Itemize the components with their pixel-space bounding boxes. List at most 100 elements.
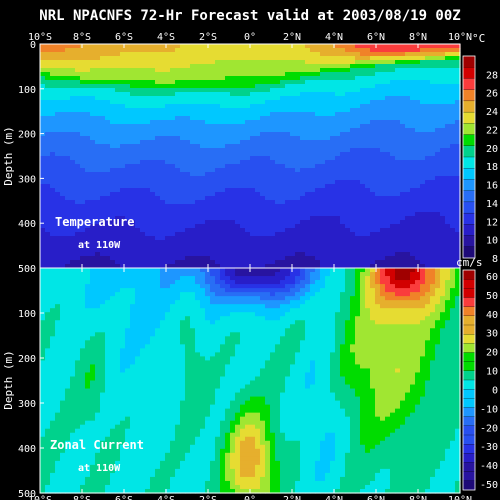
temperature-cell	[440, 264, 446, 269]
temperature-cell	[270, 72, 276, 77]
temperature-cell	[245, 208, 251, 213]
temperature-cell	[130, 88, 136, 93]
current-cell	[55, 352, 61, 357]
temperature-cell	[295, 256, 301, 261]
current-cell	[40, 356, 46, 362]
temperature-cell	[405, 152, 411, 157]
temperature-cell	[235, 88, 241, 93]
temperature-cell	[330, 264, 336, 269]
temperature-cell	[240, 236, 246, 241]
temperature-cell	[335, 160, 341, 165]
temperature-cell	[295, 112, 301, 117]
temperature-cell	[115, 236, 121, 241]
temperature-cell	[285, 216, 291, 221]
temperature-cell	[220, 160, 226, 165]
temperature-cell	[165, 204, 171, 209]
temperature-cell	[85, 204, 91, 209]
temperature-cell	[260, 192, 266, 197]
temperature-cell	[280, 232, 286, 237]
temperature-cell	[325, 200, 331, 205]
temperature-cell	[110, 156, 116, 161]
temperature-cell	[165, 104, 171, 109]
current-cell	[40, 316, 46, 321]
temperature-cell	[205, 156, 211, 161]
temperature-cell	[440, 148, 446, 153]
temperature-cell	[225, 188, 231, 193]
temperature-cell	[385, 60, 391, 65]
temperature-cell	[250, 232, 256, 237]
temperature-cell	[395, 196, 401, 201]
temperature-cell	[195, 228, 201, 233]
temperature-cell	[210, 96, 216, 101]
temperature-cell	[45, 168, 51, 173]
temperature-cell	[210, 112, 216, 117]
temperature-cell	[90, 264, 96, 269]
temperature-cell	[225, 84, 231, 89]
temperature-cell	[430, 52, 436, 57]
temperature-cell	[160, 220, 166, 225]
temperature-cell	[90, 184, 96, 189]
temperature-cell	[45, 132, 51, 137]
temperature-cell	[415, 252, 421, 257]
temperature-cell	[345, 252, 351, 257]
temperature-cell	[420, 216, 426, 221]
temperature-cell	[450, 244, 456, 249]
temperature-cell	[220, 240, 226, 245]
current-cell	[50, 472, 56, 478]
temperature-cell	[180, 44, 186, 49]
temperature-cell	[50, 56, 56, 61]
temperature-cell	[120, 260, 126, 265]
temperature-cell	[325, 152, 331, 157]
temperature-cell	[230, 188, 236, 193]
temperature-cell	[115, 92, 121, 97]
temperature-cell	[455, 164, 461, 169]
temperature-cell	[390, 116, 396, 121]
temperature-cell	[350, 72, 356, 77]
current-cell	[50, 352, 56, 357]
temperature-cell	[250, 160, 256, 165]
temperature-cell	[225, 168, 231, 173]
temperature-cell	[390, 124, 396, 129]
temperature-cell	[305, 56, 311, 61]
temperature-cell	[435, 112, 441, 117]
temperature-cell	[390, 212, 396, 217]
temperature-cell	[450, 116, 456, 121]
temperature-cell	[95, 200, 101, 205]
temperature-cell	[235, 172, 241, 177]
temperature-cell	[440, 88, 446, 93]
temperature-cell	[400, 176, 406, 181]
temperature-cell	[310, 192, 316, 197]
temperature-cell	[285, 196, 291, 201]
temperature-cell	[160, 92, 166, 97]
temperature-cell	[180, 124, 186, 129]
temperature-cell	[160, 244, 166, 249]
temperature-cell	[455, 248, 461, 253]
temperature-cell	[310, 48, 316, 53]
temperature-cell	[255, 64, 261, 69]
temperature-cell	[325, 64, 331, 69]
temperature-cell	[290, 88, 296, 93]
temperature-cell	[330, 168, 336, 173]
temperature-cell	[305, 180, 311, 185]
current-cell	[45, 444, 51, 450]
temperature-cell	[155, 228, 161, 233]
temperature-cell	[55, 96, 61, 101]
temperature-cell	[315, 228, 321, 233]
temperature-cell	[375, 64, 381, 69]
temperature-cell	[215, 108, 221, 113]
temperature-cell	[360, 152, 366, 157]
temperature-cell	[285, 224, 291, 229]
temperature-cell	[115, 60, 121, 65]
temperature-cell	[440, 108, 446, 113]
temperature-cell	[140, 208, 146, 213]
temperature-cell	[100, 116, 106, 121]
temperature-cell	[40, 192, 46, 197]
temperature-cell	[195, 104, 201, 109]
temperature-cell	[150, 192, 156, 197]
temperature-cell	[360, 148, 366, 153]
current-cell	[55, 328, 61, 333]
temperature-cell	[90, 220, 96, 225]
temperature-cell	[440, 124, 446, 129]
temperature-cell	[420, 240, 426, 245]
temperature-cell	[270, 148, 276, 153]
